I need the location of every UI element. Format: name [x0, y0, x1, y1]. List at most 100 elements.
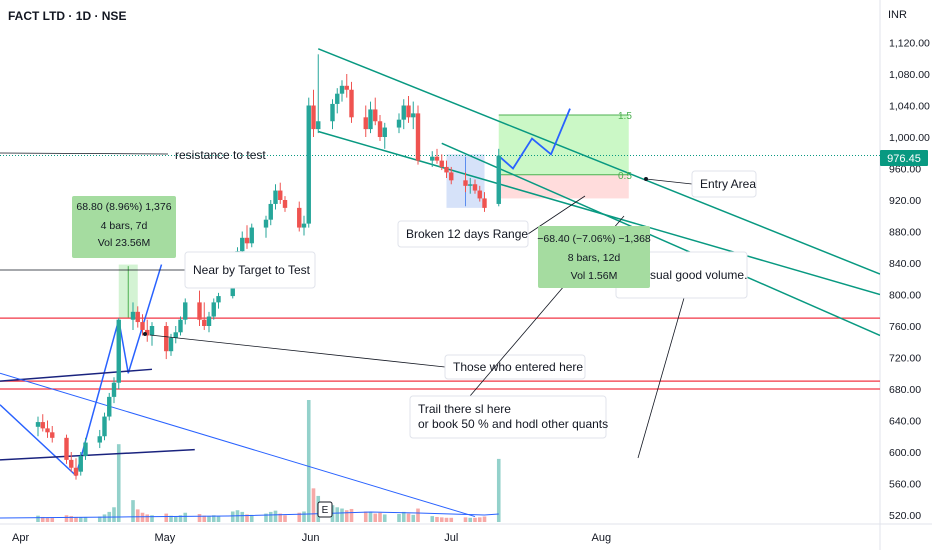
near-target-box: [184, 251, 316, 289]
candle-body: [183, 302, 188, 320]
y-tick-label: 560.00: [889, 479, 921, 491]
candle-body: [411, 113, 416, 118]
volume-bar: [378, 512, 382, 522]
y-tick-label: 1,120.00: [889, 38, 930, 50]
volume-bar: [439, 517, 444, 522]
volume-bar: [50, 517, 55, 522]
entry-area-box: [691, 170, 757, 198]
trail-text-2: or book 50 % and hodl other quants: [418, 417, 608, 431]
candle-body: [216, 296, 221, 303]
candle-body: [301, 223, 307, 228]
candle-body: [377, 121, 383, 137]
volume-bar: [463, 517, 468, 522]
trail-text-1: Trail there sl here: [418, 402, 511, 416]
entered-here-text: Those who entered here: [453, 360, 583, 374]
volume-bar: [202, 515, 207, 522]
volume-bar: [36, 515, 40, 522]
candle-body: [145, 329, 150, 336]
volume-bar: [69, 516, 74, 522]
y-tick-label: 800.00: [889, 290, 921, 302]
time-axis[interactable]: Apr May Jun Jul Aug: [12, 532, 611, 544]
volume-bar: [64, 515, 69, 522]
y-tick-label: 960.00: [889, 164, 921, 176]
measure-up-label-3: Vol 23.56M: [98, 237, 151, 249]
volume-bar: [207, 516, 211, 522]
blue-base-line: [0, 448, 195, 461]
volume-bar: [211, 515, 216, 522]
volume-bar: [245, 514, 249, 522]
measure-down-label-box: [538, 226, 650, 288]
candle-body: [406, 105, 411, 118]
volume-bar: [183, 512, 188, 522]
candle-body: [206, 316, 212, 326]
candle-body: [273, 190, 278, 204]
y-tick-label: 840.00: [889, 258, 921, 270]
volume-bar: [335, 507, 340, 522]
volume-bar: [83, 516, 88, 522]
volume-bar: [473, 517, 477, 522]
currency-label[interactable]: INR: [888, 9, 907, 21]
stop-zone: [498, 174, 629, 199]
candle-body: [373, 109, 378, 122]
resistance-text: resistance to test: [175, 148, 266, 162]
candle-body: [306, 105, 311, 224]
volume-bar: [349, 508, 354, 522]
blue-down-trend-line: [0, 372, 476, 518]
volume-bar: [297, 512, 302, 522]
volume-bar: [406, 513, 411, 522]
volume-bar: [112, 507, 116, 522]
candle-body: [45, 428, 50, 433]
volume-bar: [430, 516, 435, 522]
usual-volume-connector: [637, 297, 685, 459]
candle-body: [439, 160, 444, 167]
volume-bar: [273, 510, 278, 522]
candle-body: [401, 105, 406, 120]
candle-body: [102, 416, 107, 437]
earnings-marker-box: [317, 501, 333, 518]
y-tick-label: 680.00: [889, 384, 921, 396]
entry-area-connector: [645, 178, 693, 185]
entered-here-connector: [149, 334, 446, 368]
candle-body: [140, 322, 145, 330]
price-axis[interactable]: 1,120.00 1,080.00 1,040.00 1,000.00 960.00 92…: [889, 38, 930, 523]
candle-body: [64, 437, 69, 460]
volume-bar: [268, 511, 273, 522]
candle-body: [444, 166, 449, 173]
candle-body: [434, 156, 440, 161]
measure-down-label-1: −68.40 (−7.06%) −1,368: [537, 233, 651, 245]
volume-bar: [283, 515, 287, 522]
candle-body: [477, 190, 482, 199]
volume-bar: [496, 458, 501, 522]
y-tick-label: 640.00: [889, 416, 921, 428]
candle-body: [311, 105, 316, 130]
fib-top-label: 1.5: [618, 111, 632, 122]
volume-bar: [401, 511, 406, 522]
measure-down-label-2: 8 bars, 12d: [568, 252, 621, 264]
channel-upper-line: [317, 48, 880, 275]
x-tick-label: May: [155, 532, 176, 544]
candle-body: [135, 311, 140, 323]
candle-body: [97, 436, 102, 443]
entry-area-text: Entry Area: [700, 177, 756, 191]
y-tick-label: 1,080.00: [889, 69, 930, 81]
candle-body: [297, 207, 302, 228]
candle-body: [168, 337, 174, 352]
broken-range-connector: [527, 195, 586, 235]
volume-bar: [368, 511, 373, 522]
volume-bar: [178, 515, 183, 522]
candle-body: [282, 200, 288, 208]
candle-body: [468, 184, 473, 186]
volume-bar: [306, 400, 311, 522]
volume-bar: [45, 517, 50, 522]
candle-body: [368, 109, 373, 130]
measure-down-label-3: Vol 1.56M: [571, 270, 618, 282]
candle-body: [335, 93, 340, 104]
y-tick-label: 1,000.00: [889, 132, 930, 144]
volume-bar: [278, 513, 283, 522]
volume-ma-line: [0, 511, 499, 519]
entry-dot: [644, 177, 648, 181]
candle-body: [363, 117, 368, 130]
candle-body: [344, 85, 349, 90]
candle-body: [173, 332, 178, 338]
